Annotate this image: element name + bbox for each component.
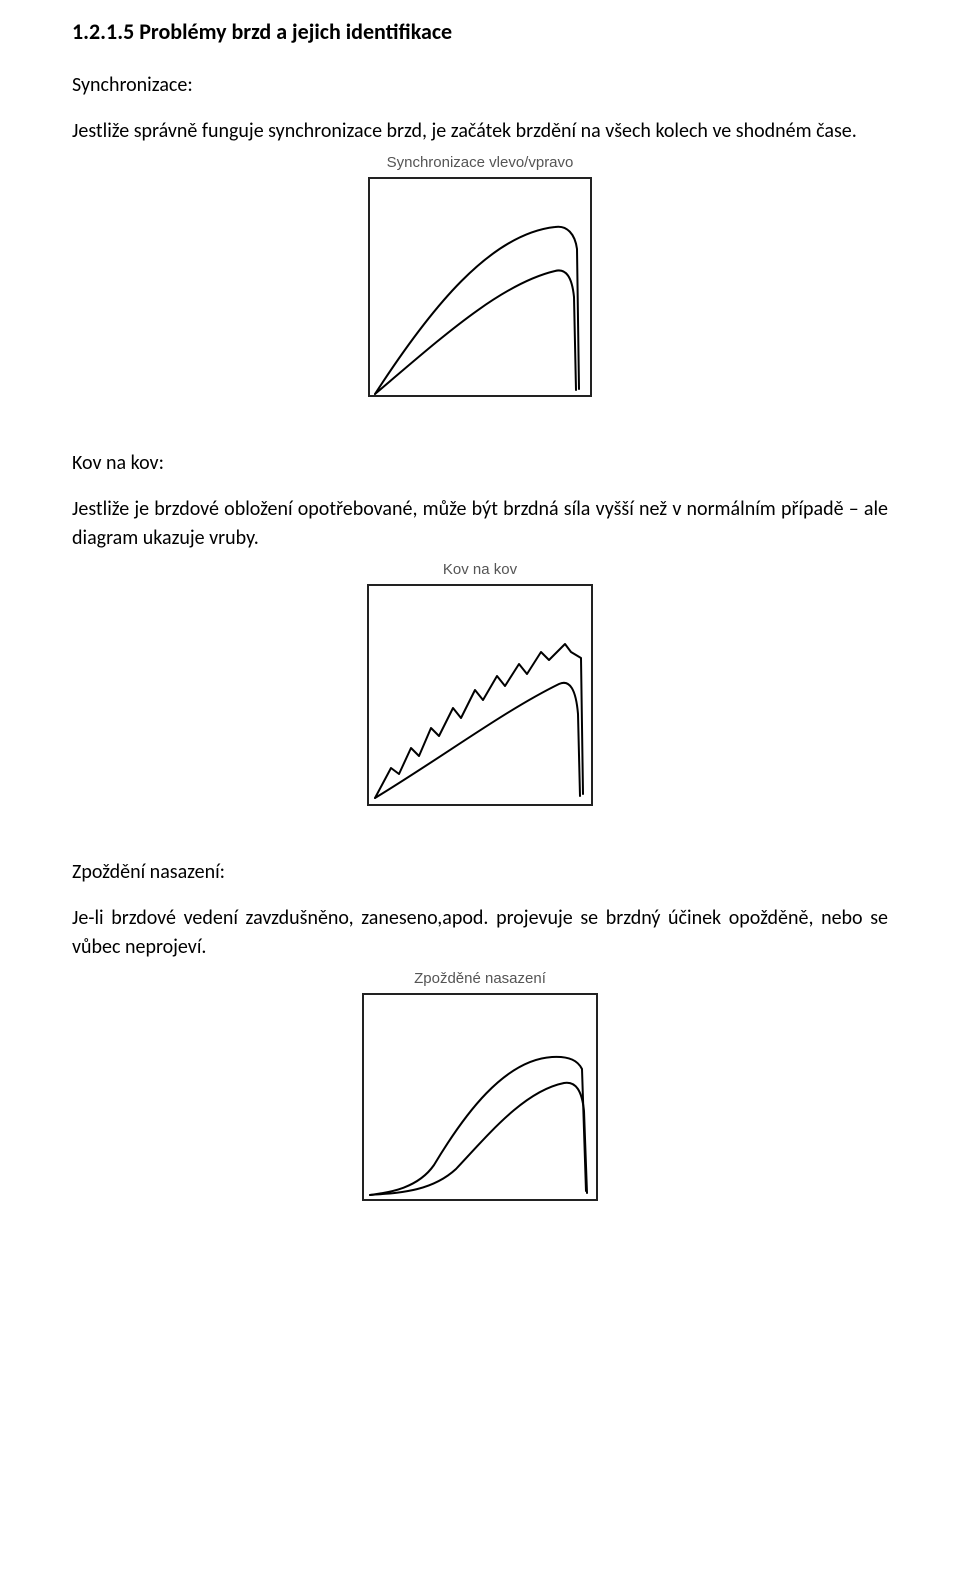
sync-subhead: Synchronizace: xyxy=(72,73,888,97)
metal-figure: Kov na kov xyxy=(72,561,888,806)
metal-chart xyxy=(367,584,593,806)
delay-subhead: Zpoždění nasazení: xyxy=(72,860,888,884)
sync-text: Jestliže správně funguje synchronizace b… xyxy=(72,117,888,146)
delay-chart xyxy=(362,993,598,1201)
section-heading: 1.2.1.5 Problémy brzd a jejich identifik… xyxy=(72,18,888,45)
delay-text: Je-li brzdové vedení zavzdušněno, zanese… xyxy=(72,904,888,962)
sync-chart xyxy=(368,177,592,397)
sync-figure: Synchronizace vlevo/vpravo xyxy=(72,154,888,397)
metal-subhead: Kov na kov: xyxy=(72,451,888,475)
delay-figure: Zpožděné nasazení xyxy=(72,970,888,1201)
document-page: 1.2.1.5 Problémy brzd a jejich identifik… xyxy=(0,0,960,1245)
metal-figure-caption: Kov na kov xyxy=(443,561,517,578)
sync-figure-caption: Synchronizace vlevo/vpravo xyxy=(387,154,574,171)
delay-figure-caption: Zpožděné nasazení xyxy=(414,970,546,987)
metal-text: Jestliže je brzdové obložení opotřebovan… xyxy=(72,495,888,553)
